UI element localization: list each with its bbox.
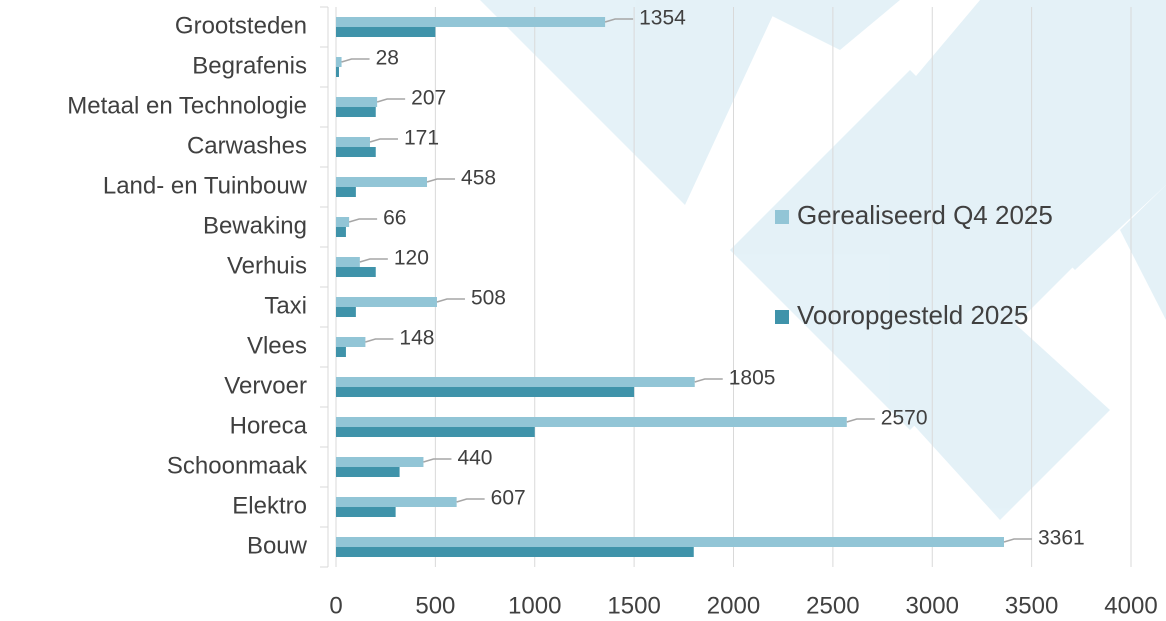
bar — [336, 97, 378, 107]
bar — [336, 177, 428, 187]
x-tick-label: 500 — [415, 592, 455, 619]
x-tick-label: 3500 — [1005, 592, 1058, 619]
x-tick-label: 1000 — [508, 592, 561, 619]
leader-line — [359, 258, 388, 263]
bar — [336, 67, 339, 77]
bar — [336, 267, 376, 277]
data-label: 440 — [457, 447, 492, 470]
leader-line — [694, 378, 723, 383]
bar — [336, 307, 356, 317]
data-label: 458 — [461, 167, 496, 190]
data-label: 171 — [404, 127, 439, 150]
bar — [336, 57, 342, 67]
y-tick-label: Elektro — [232, 492, 307, 519]
background-decoration — [450, 0, 1166, 520]
bar — [336, 137, 370, 147]
bar — [336, 27, 436, 37]
bar — [336, 417, 847, 427]
data-label: 2570 — [881, 407, 928, 430]
data-label: 3361 — [1038, 527, 1085, 550]
bar — [336, 217, 350, 227]
y-tick-label: Bewaking — [203, 212, 307, 239]
leader-line — [376, 98, 406, 103]
y-tick-label: Grootsteden — [175, 12, 307, 39]
data-label: 1805 — [729, 367, 776, 390]
data-label: 120 — [394, 247, 429, 270]
y-tick-label: Taxi — [264, 292, 307, 319]
bar — [336, 147, 376, 157]
bar — [336, 107, 376, 117]
x-tick-label: 1500 — [607, 592, 660, 619]
legend-label: Gerealiseerd Q4 2025 — [797, 200, 1053, 230]
y-tick-label: Vlees — [247, 332, 307, 359]
bar — [336, 497, 457, 507]
bar — [336, 547, 694, 557]
leader-line — [456, 498, 485, 503]
y-tick-label: Land- en Tuinbouw — [103, 172, 308, 199]
leader-line — [369, 138, 398, 143]
y-tick-label: Begrafenis — [192, 52, 307, 79]
data-label: 148 — [399, 327, 434, 350]
y-tick-label: Bouw — [247, 532, 308, 559]
bar — [336, 467, 400, 477]
data-label: 607 — [491, 487, 526, 510]
bar — [336, 457, 424, 467]
bar — [336, 377, 695, 387]
bar — [336, 537, 1004, 547]
data-label: 508 — [471, 287, 506, 310]
leader-line — [604, 18, 634, 23]
bar — [336, 507, 396, 517]
y-tick-label: Schoonmaak — [167, 452, 308, 479]
y-tick-label: Metaal en Technologie — [67, 92, 307, 119]
legend-swatch — [775, 210, 789, 224]
bar — [336, 337, 366, 347]
leader-line — [1003, 538, 1032, 543]
y-tick-label: Carwashes — [187, 132, 307, 159]
bar — [336, 227, 346, 237]
bar — [336, 17, 606, 27]
y-tick-label: Vervoer — [224, 372, 307, 399]
y-tick-label: Verhuis — [227, 252, 307, 279]
bar — [336, 347, 346, 357]
leader-line — [365, 338, 394, 343]
leader-line — [846, 418, 875, 423]
x-tick-label: 2500 — [806, 592, 859, 619]
x-tick-label: 4000 — [1104, 592, 1157, 619]
x-tick-label: 2000 — [707, 592, 760, 619]
bar — [336, 387, 635, 397]
bar — [336, 257, 360, 267]
x-tick-label: 3000 — [906, 592, 959, 619]
data-label: 207 — [411, 87, 446, 110]
leader-line — [423, 458, 452, 463]
bar — [336, 297, 437, 307]
data-label: 66 — [383, 207, 406, 230]
bar — [336, 187, 356, 197]
bar — [336, 427, 535, 437]
data-label: 1354 — [639, 7, 686, 30]
x-tick-label: 0 — [329, 592, 342, 619]
data-label: 28 — [376, 47, 399, 70]
leader-line — [348, 218, 378, 223]
y-tick-label: Horeca — [230, 412, 308, 439]
leader-line — [426, 178, 456, 183]
legend-label: Vooropgesteld 2025 — [797, 300, 1028, 330]
leader-line — [436, 298, 465, 303]
legend-swatch — [775, 310, 789, 324]
leader-line — [341, 58, 370, 63]
